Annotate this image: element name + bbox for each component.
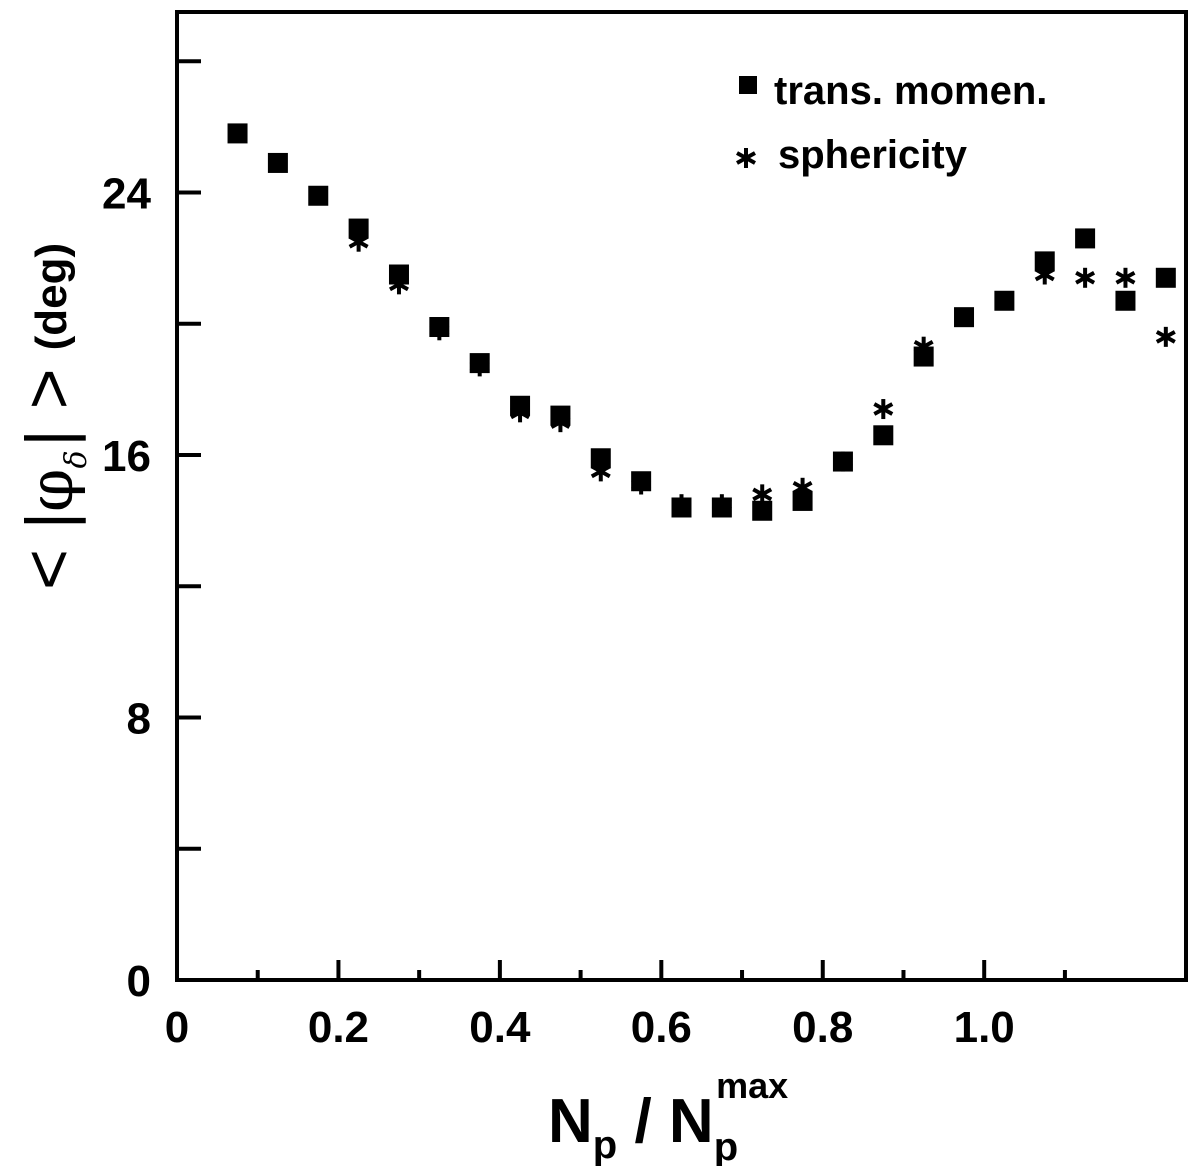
x-title-n2: N xyxy=(669,1087,714,1156)
x-tick-label: 0.6 xyxy=(631,1003,692,1052)
y-title-bar1: | xyxy=(12,512,86,529)
point-sphericity xyxy=(550,412,571,433)
point-trans-momen xyxy=(1075,228,1096,249)
point-trans-momen xyxy=(267,152,288,173)
y-title-sub-delta: δ xyxy=(59,450,94,468)
y-title-lt: < xyxy=(9,549,87,590)
point-sphericity xyxy=(913,336,934,357)
point-sphericity xyxy=(389,274,409,295)
y-tick-label: 0 xyxy=(127,957,151,1006)
point-sphericity xyxy=(671,494,692,515)
point-trans-momen xyxy=(227,123,248,144)
point-sphericity xyxy=(832,451,853,472)
point-sphericity xyxy=(711,494,732,515)
y-title-phi: φ xyxy=(14,469,87,512)
legend-marker-asterisk xyxy=(736,148,756,168)
legend-marker-square xyxy=(739,76,757,94)
x-tick-label: 0.8 xyxy=(792,1003,853,1052)
y-title-bar2: | xyxy=(12,429,86,446)
point-trans-momen xyxy=(752,500,773,521)
x-tick-label: 0 xyxy=(165,1003,189,1052)
point-trans-momen xyxy=(308,185,329,206)
x-tick-label: 1.0 xyxy=(954,1003,1015,1052)
plot-area xyxy=(175,10,1188,982)
x-title-slash: / xyxy=(617,1087,669,1156)
point-sphericity xyxy=(1155,326,1176,347)
point-sphericity xyxy=(348,231,369,252)
x-title-n: N xyxy=(548,1087,593,1156)
point-sphericity xyxy=(469,356,490,377)
data-points xyxy=(227,123,1176,521)
y-axis-title: <|φδ|>(deg) xyxy=(9,243,94,590)
point-trans-momen xyxy=(1155,267,1176,288)
plot-frame xyxy=(175,10,1188,982)
legend-label-trans-momen: trans. momen. xyxy=(774,69,1047,113)
point-sphericity xyxy=(752,484,773,505)
point-sphericity xyxy=(792,477,813,498)
point-sphericity xyxy=(1075,267,1096,288)
point-trans-momen xyxy=(792,490,813,511)
x-title-sup-max: max xyxy=(716,1065,788,1106)
point-trans-momen xyxy=(954,307,975,328)
x-tick-label: 0.4 xyxy=(469,1003,531,1052)
point-sphericity xyxy=(429,320,450,341)
point-sphericity xyxy=(590,461,611,482)
axis-ticks: 0 0.2 0.4 0.6 0.8 1.0 0 8 16 24 xyxy=(102,59,1067,1052)
point-trans-momen xyxy=(590,448,611,469)
point-trans-momen xyxy=(1115,290,1136,311)
point-trans-momen xyxy=(994,290,1015,311)
y-title-gt: > xyxy=(9,368,87,409)
point-trans-momen xyxy=(348,218,369,239)
x-title-sub-p2: p xyxy=(714,1125,738,1166)
point-sphericity xyxy=(1115,267,1136,288)
x-tick-label: 0.2 xyxy=(308,1003,369,1052)
point-trans-momen xyxy=(1034,251,1055,272)
x-axis-title: Np / Np max xyxy=(548,1065,788,1166)
x-title-sub-p: p xyxy=(593,1123,617,1166)
point-trans-momen xyxy=(873,425,894,446)
point-sphericity xyxy=(631,474,652,495)
y-tick-label: 8 xyxy=(127,694,151,743)
y-tick-label: 24 xyxy=(102,169,151,218)
point-sphericity xyxy=(1034,264,1055,285)
point-sphericity xyxy=(510,402,531,423)
y-tick-label: 16 xyxy=(102,432,151,481)
point-sphericity xyxy=(873,399,894,420)
legend-label-sphericity: sphericity xyxy=(778,133,968,177)
y-title-unit: (deg) xyxy=(27,243,76,351)
legend: trans. momen. sphericity xyxy=(736,69,1047,177)
